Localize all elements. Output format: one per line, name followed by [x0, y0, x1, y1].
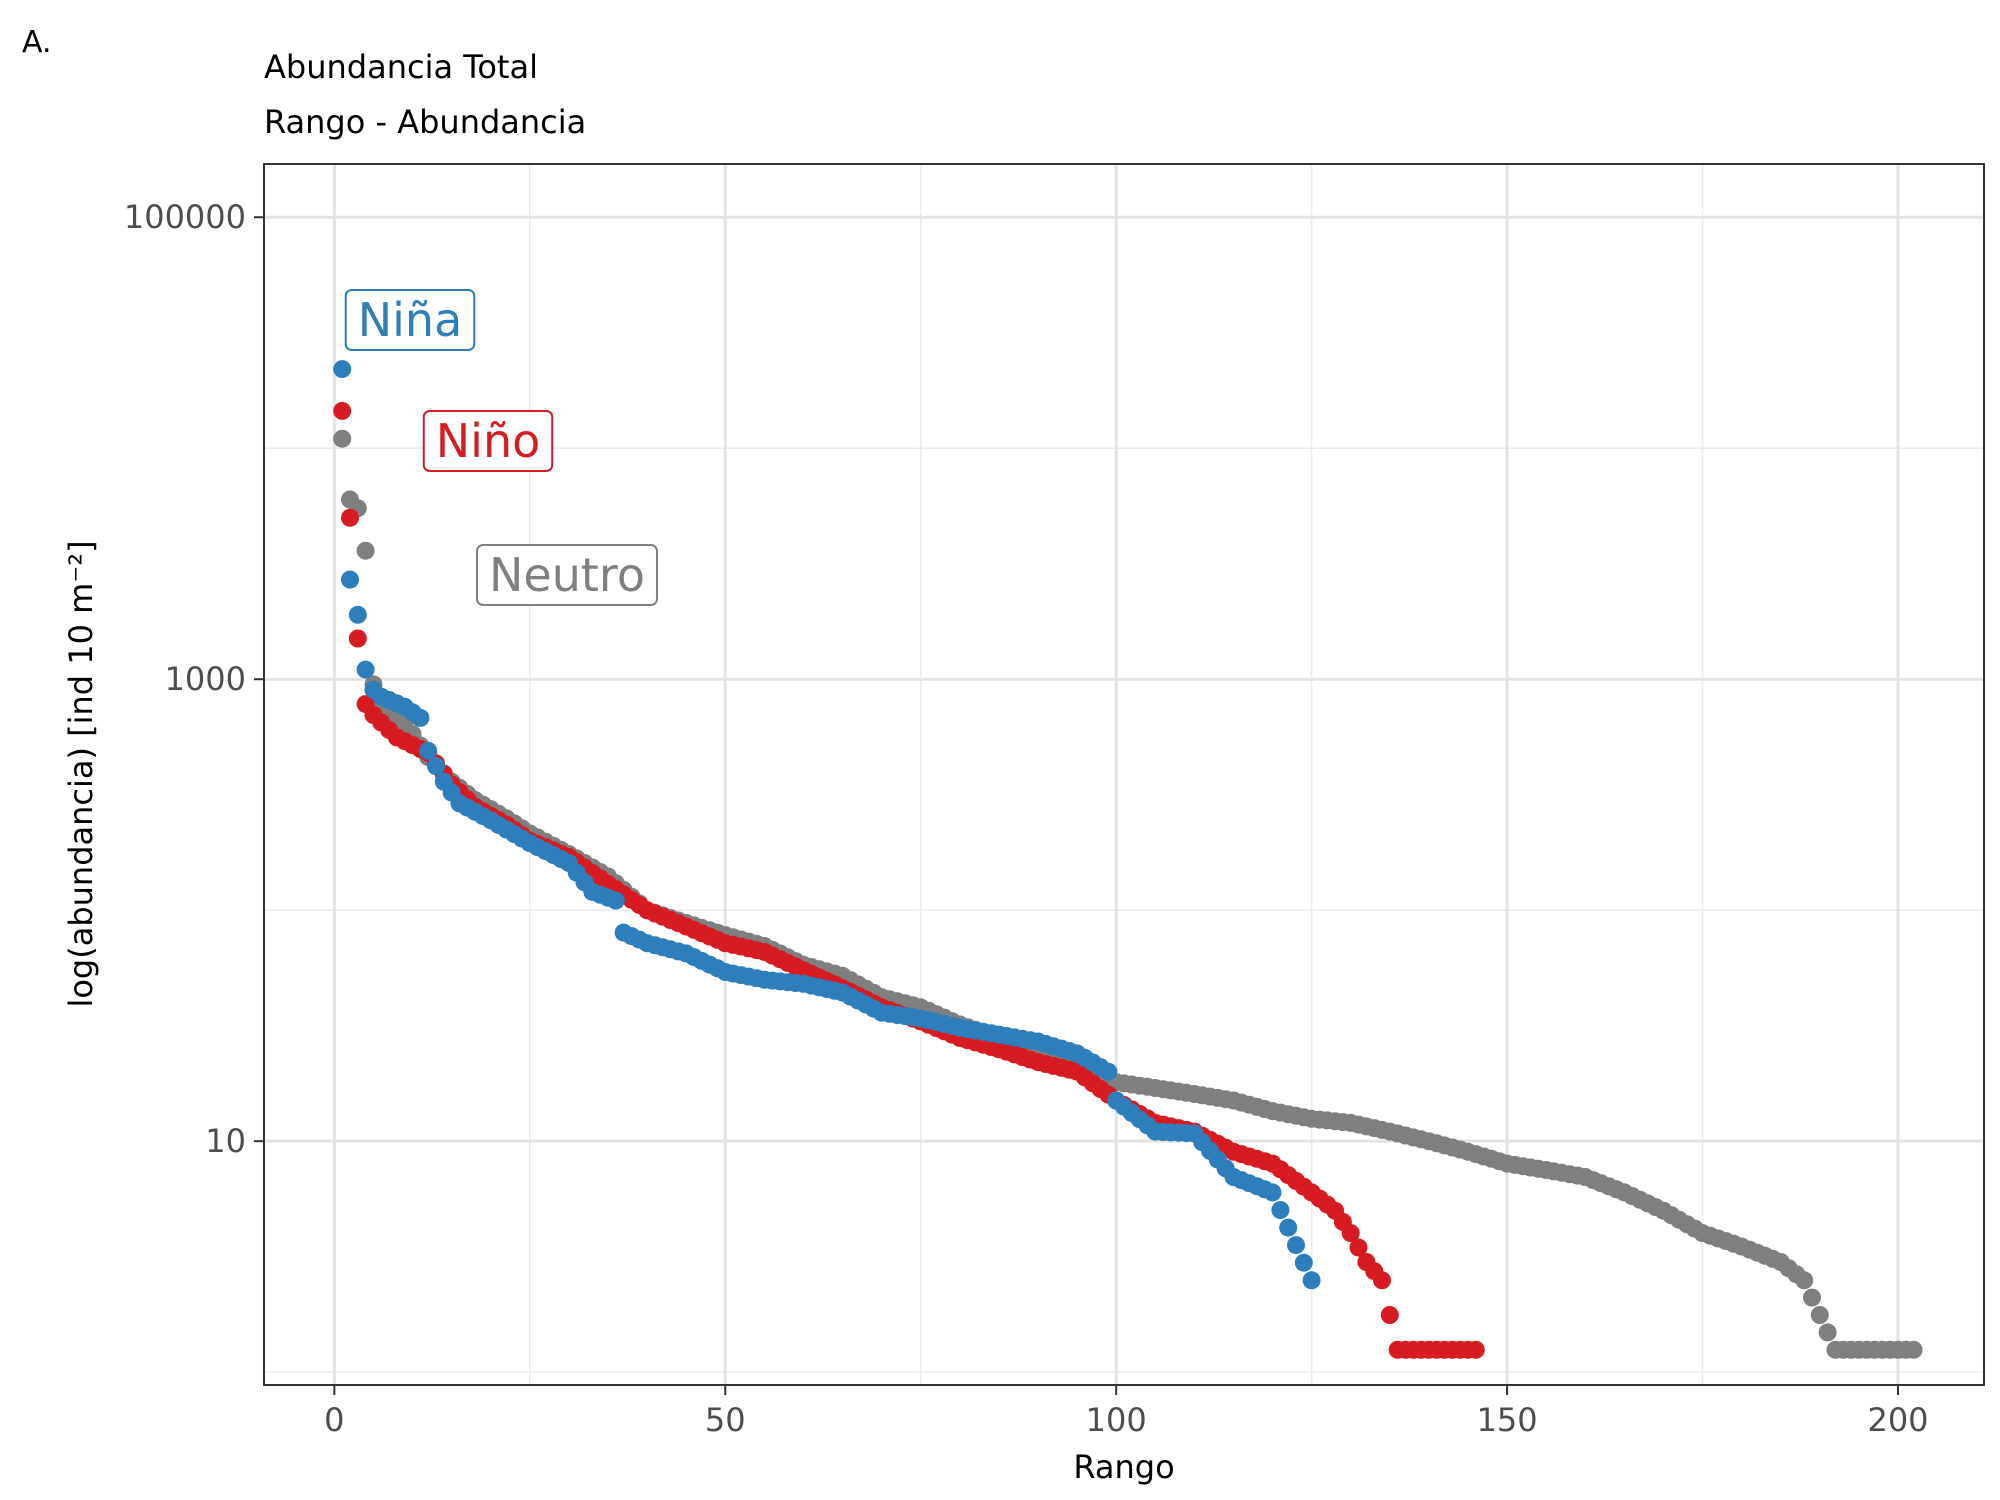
grid-lines [264, 164, 1984, 1385]
panel-tag: A. [22, 25, 52, 60]
data-point [333, 401, 352, 420]
chart-subtitle: Rango - Abundancia [264, 103, 586, 141]
series-nina [333, 360, 1321, 1290]
series-label-text: Niña [358, 293, 463, 347]
data-point [1818, 1323, 1837, 1342]
data-point [1795, 1271, 1814, 1290]
data-point [1341, 1224, 1360, 1243]
data-point [1810, 1306, 1829, 1324]
plot-border [263, 163, 1985, 1386]
x-tick-label: 0 [324, 1401, 344, 1439]
data-point [341, 508, 359, 527]
y-tick-label: 1000 [165, 660, 246, 698]
y-axis-title: log(abundancia) [ind 10 m⁻²] [62, 540, 100, 1007]
y-tick-label: 100000 [124, 198, 246, 236]
data-points [333, 360, 1923, 1359]
x-tick-label: 100 [1086, 1401, 1147, 1439]
data-point [1099, 1062, 1118, 1081]
series-label-box [476, 544, 658, 606]
x-axis-title: Rango [1073, 1448, 1174, 1486]
data-point [1263, 1183, 1282, 1202]
data-point [1294, 1253, 1313, 1272]
data-point [1349, 1238, 1368, 1257]
data-point [1279, 1218, 1298, 1237]
data-point [1466, 1340, 1485, 1359]
x-tick-label: 200 [1867, 1401, 1928, 1439]
chart-title: Abundancia Total [264, 48, 538, 86]
series-label-box [422, 410, 554, 472]
data-point [356, 541, 375, 560]
x-axis-ticks: 0 50 100 150 200 [324, 1385, 1929, 1439]
series-labels: Niña Niño Neutro [344, 289, 658, 606]
data-point [348, 629, 367, 648]
y-tick-label: 10 [205, 1122, 246, 1160]
data-point [341, 570, 359, 589]
data-point [1380, 1306, 1399, 1324]
plot-background [264, 164, 1984, 1385]
data-point [356, 660, 375, 679]
series-label: Neutro [476, 544, 658, 606]
series-label-box [344, 289, 476, 351]
data-point [1373, 1271, 1391, 1290]
data-point [1803, 1288, 1821, 1307]
data-point [333, 360, 352, 379]
data-point [419, 741, 438, 760]
series-label: Niña [344, 289, 476, 351]
series-label-text: Niño [436, 414, 541, 468]
data-point [1287, 1236, 1305, 1255]
data-point [1904, 1340, 1923, 1359]
series-label: Niño [422, 410, 554, 472]
x-tick-label: 150 [1477, 1401, 1538, 1439]
data-point [348, 605, 367, 624]
data-point [1302, 1271, 1321, 1290]
series-label-text: Neutro [489, 548, 645, 602]
data-point [411, 708, 430, 727]
data-point [1271, 1201, 1290, 1219]
data-point [606, 891, 625, 910]
y-axis-ticks: 10 1000 100000 [124, 198, 264, 1160]
x-tick-label: 50 [705, 1401, 746, 1439]
data-point [427, 757, 445, 776]
data-point [333, 429, 352, 448]
